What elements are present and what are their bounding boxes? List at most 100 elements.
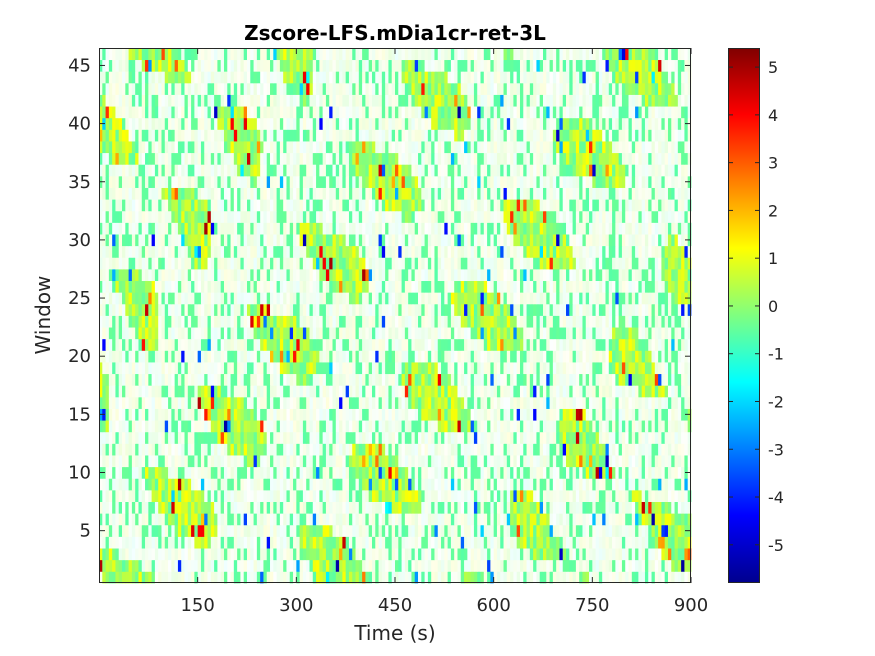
heatmap-cell <box>358 327 363 340</box>
heatmap-cell <box>536 455 541 468</box>
heatmap-cell <box>204 524 208 537</box>
heatmap-cell <box>585 489 590 502</box>
heatmap-cell <box>270 548 274 561</box>
heatmap-cell <box>138 396 143 409</box>
heatmap-cell <box>454 431 458 444</box>
heatmap-cell <box>362 443 366 456</box>
heatmap-cell <box>309 478 314 491</box>
heatmap-cell <box>566 478 570 491</box>
heatmap-cell <box>473 408 478 421</box>
heatmap-cell <box>441 524 445 537</box>
heatmap-cell <box>135 350 139 363</box>
heatmap-cell <box>661 420 666 433</box>
heatmap-cell <box>240 408 245 421</box>
heatmap-cell <box>250 489 254 502</box>
heatmap-cell <box>404 338 409 351</box>
heatmap-cell <box>283 373 287 386</box>
heatmap-cell <box>105 385 110 398</box>
heatmap-cell <box>408 524 412 537</box>
heatmap-cell <box>552 524 557 537</box>
heatmap-cell <box>401 350 406 363</box>
heatmap-cell <box>493 478 498 491</box>
heatmap-cell <box>398 455 402 468</box>
heatmap-cell <box>421 268 425 282</box>
heatmap-cell <box>441 303 445 316</box>
heatmap-cell <box>579 268 583 282</box>
heatmap-cell <box>368 315 373 328</box>
heatmap-cell <box>391 362 396 375</box>
heatmap-cell <box>125 466 129 479</box>
heatmap-cell <box>187 303 192 316</box>
heatmap-cell <box>444 362 449 375</box>
heatmap-cell <box>263 338 268 351</box>
heatmap-cell <box>625 350 629 363</box>
heatmap-cell <box>348 489 353 502</box>
heatmap-cell <box>260 466 264 479</box>
heatmap-cell <box>276 513 281 526</box>
heatmap-cell <box>283 489 287 502</box>
heatmap-cell <box>483 431 488 444</box>
heatmap-cell <box>556 443 560 456</box>
heatmap-cell <box>631 373 636 386</box>
heatmap-cell <box>684 315 689 328</box>
heatmap-cell <box>227 571 231 584</box>
heatmap-cell <box>158 548 162 561</box>
heatmap-cell <box>191 303 195 316</box>
heatmap-cell <box>187 455 192 468</box>
heatmap-cell <box>240 280 245 293</box>
heatmap-cell <box>256 315 261 328</box>
heatmap-cell <box>401 489 406 502</box>
heatmap-cell <box>306 571 310 584</box>
heatmap-cell <box>470 396 475 409</box>
heatmap-cell <box>309 455 314 468</box>
heatmap-cell <box>325 571 330 584</box>
heatmap-cell <box>408 548 412 561</box>
heatmap-cell <box>414 362 419 375</box>
heatmap-cell <box>204 396 208 409</box>
heatmap-cell <box>546 443 550 456</box>
heatmap-cell <box>145 548 149 561</box>
heatmap-cell <box>322 303 327 316</box>
heatmap-cell <box>661 466 666 479</box>
heatmap-cell <box>145 420 149 433</box>
heatmap-cell <box>447 524 452 537</box>
heatmap-cell <box>648 431 652 444</box>
heatmap-cell <box>171 385 176 398</box>
heatmap-cell <box>533 385 537 398</box>
heatmap-cell <box>648 303 652 316</box>
heatmap-cell <box>447 513 452 526</box>
heatmap-cell <box>608 292 613 305</box>
heatmap-cell <box>598 327 603 340</box>
heatmap-cell <box>625 327 629 340</box>
heatmap-cell <box>243 420 248 433</box>
heatmap-cell <box>319 396 324 409</box>
heatmap-cell <box>154 443 159 456</box>
heatmap-cell <box>526 257 531 270</box>
heatmap-cell <box>177 408 182 421</box>
heatmap-cell <box>391 513 396 526</box>
heatmap-cell <box>635 396 639 409</box>
heatmap-cell <box>496 327 501 340</box>
heatmap-cell <box>279 303 284 316</box>
heatmap-cell <box>635 303 639 316</box>
heatmap-cell <box>559 513 564 526</box>
heatmap-cell <box>483 373 488 386</box>
heatmap-cell <box>582 524 587 537</box>
heatmap-cell <box>562 315 567 328</box>
heatmap-cell <box>546 280 550 293</box>
heatmap-cell <box>168 362 172 375</box>
heatmap-cell <box>398 478 402 491</box>
heatmap-cell <box>677 315 682 328</box>
heatmap-cell <box>145 571 149 584</box>
heatmap-cell <box>148 396 153 409</box>
heatmap-cell <box>319 571 324 584</box>
heatmap-cell <box>375 489 379 502</box>
heatmap-cell <box>592 303 597 316</box>
heatmap-cell <box>467 455 472 468</box>
heatmap-cell <box>539 443 544 456</box>
heatmap-cell <box>598 524 603 537</box>
heatmap-cell <box>618 536 623 549</box>
heatmap-cell <box>247 524 251 537</box>
heatmap-cell <box>681 455 685 468</box>
heatmap-cell <box>197 327 202 340</box>
